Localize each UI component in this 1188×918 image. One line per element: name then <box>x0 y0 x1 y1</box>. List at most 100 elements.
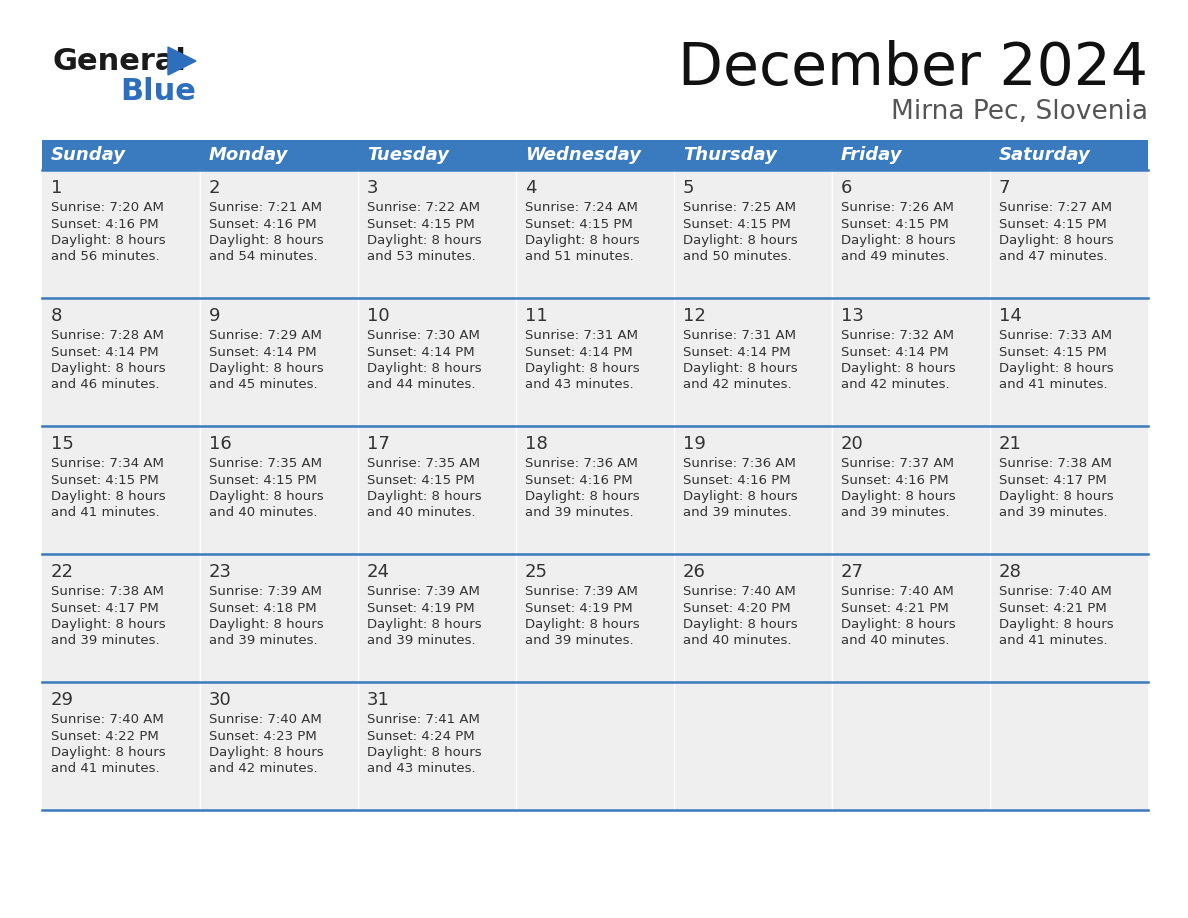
Text: Sunrise: 7:28 AM: Sunrise: 7:28 AM <box>51 329 164 342</box>
Text: Daylight: 8 hours: Daylight: 8 hours <box>367 490 481 503</box>
Bar <box>358 682 516 810</box>
Bar <box>200 426 358 554</box>
Text: Sunrise: 7:31 AM: Sunrise: 7:31 AM <box>525 329 638 342</box>
Bar <box>516 682 674 810</box>
Text: Thursday: Thursday <box>683 146 777 164</box>
Text: Sunset: 4:19 PM: Sunset: 4:19 PM <box>367 601 474 614</box>
Text: Daylight: 8 hours: Daylight: 8 hours <box>367 746 481 759</box>
Bar <box>200 170 358 298</box>
Bar <box>990 554 1148 682</box>
Text: Sunrise: 7:24 AM: Sunrise: 7:24 AM <box>525 201 638 214</box>
Text: Sunrise: 7:34 AM: Sunrise: 7:34 AM <box>51 457 164 470</box>
Text: 7: 7 <box>999 179 1010 197</box>
Text: Sunrise: 7:26 AM: Sunrise: 7:26 AM <box>841 201 954 214</box>
Text: Daylight: 8 hours: Daylight: 8 hours <box>209 234 323 247</box>
Text: and 40 minutes.: and 40 minutes. <box>841 634 949 647</box>
Text: Daylight: 8 hours: Daylight: 8 hours <box>209 362 323 375</box>
Text: Daylight: 8 hours: Daylight: 8 hours <box>999 490 1113 503</box>
Bar <box>200 554 358 682</box>
Text: and 39 minutes.: and 39 minutes. <box>51 634 159 647</box>
Text: Daylight: 8 hours: Daylight: 8 hours <box>51 618 165 631</box>
Text: 31: 31 <box>367 691 390 709</box>
Text: Sunrise: 7:25 AM: Sunrise: 7:25 AM <box>683 201 796 214</box>
Text: Sunrise: 7:39 AM: Sunrise: 7:39 AM <box>367 585 480 598</box>
Bar <box>674 298 832 426</box>
Text: Sunset: 4:24 PM: Sunset: 4:24 PM <box>367 730 474 743</box>
Text: Sunset: 4:17 PM: Sunset: 4:17 PM <box>51 601 158 614</box>
Text: Sunrise: 7:22 AM: Sunrise: 7:22 AM <box>367 201 480 214</box>
Text: General: General <box>52 48 185 76</box>
Text: Sunrise: 7:32 AM: Sunrise: 7:32 AM <box>841 329 954 342</box>
Text: 13: 13 <box>841 307 864 325</box>
Bar <box>200 140 358 170</box>
Bar <box>990 140 1148 170</box>
Text: and 41 minutes.: and 41 minutes. <box>999 378 1107 391</box>
Text: Daylight: 8 hours: Daylight: 8 hours <box>999 362 1113 375</box>
Text: Daylight: 8 hours: Daylight: 8 hours <box>525 234 639 247</box>
Bar <box>42 170 200 298</box>
Text: 28: 28 <box>999 563 1022 581</box>
Text: and 39 minutes.: and 39 minutes. <box>683 507 791 520</box>
Text: 21: 21 <box>999 435 1022 453</box>
Text: Sunset: 4:15 PM: Sunset: 4:15 PM <box>999 345 1106 359</box>
Text: Sunrise: 7:40 AM: Sunrise: 7:40 AM <box>51 713 164 726</box>
Bar <box>358 554 516 682</box>
Text: Sunset: 4:15 PM: Sunset: 4:15 PM <box>683 218 790 230</box>
Text: and 54 minutes.: and 54 minutes. <box>209 251 317 263</box>
Text: Sunrise: 7:41 AM: Sunrise: 7:41 AM <box>367 713 480 726</box>
Text: 17: 17 <box>367 435 390 453</box>
Text: and 49 minutes.: and 49 minutes. <box>841 251 949 263</box>
Bar <box>832 426 990 554</box>
Text: Daylight: 8 hours: Daylight: 8 hours <box>841 362 955 375</box>
Polygon shape <box>168 47 196 75</box>
Text: Daylight: 8 hours: Daylight: 8 hours <box>367 362 481 375</box>
Text: 12: 12 <box>683 307 706 325</box>
Bar <box>674 170 832 298</box>
Text: Sunset: 4:23 PM: Sunset: 4:23 PM <box>209 730 316 743</box>
Text: Friday: Friday <box>841 146 902 164</box>
Text: Sunset: 4:21 PM: Sunset: 4:21 PM <box>841 601 948 614</box>
Bar <box>516 170 674 298</box>
Text: Daylight: 8 hours: Daylight: 8 hours <box>209 490 323 503</box>
Text: Daylight: 8 hours: Daylight: 8 hours <box>51 234 165 247</box>
Text: Daylight: 8 hours: Daylight: 8 hours <box>51 746 165 759</box>
Text: Daylight: 8 hours: Daylight: 8 hours <box>841 234 955 247</box>
Text: Sunrise: 7:37 AM: Sunrise: 7:37 AM <box>841 457 954 470</box>
Text: Wednesday: Wednesday <box>525 146 640 164</box>
Text: Sunset: 4:15 PM: Sunset: 4:15 PM <box>367 218 474 230</box>
Bar <box>358 170 516 298</box>
Text: 24: 24 <box>367 563 390 581</box>
Text: and 50 minutes.: and 50 minutes. <box>683 251 791 263</box>
Bar <box>358 140 516 170</box>
Bar <box>42 298 200 426</box>
Text: Daylight: 8 hours: Daylight: 8 hours <box>683 234 797 247</box>
Text: Sunrise: 7:36 AM: Sunrise: 7:36 AM <box>683 457 796 470</box>
Bar <box>674 426 832 554</box>
Bar <box>990 682 1148 810</box>
Bar <box>990 426 1148 554</box>
Text: and 41 minutes.: and 41 minutes. <box>51 507 159 520</box>
Text: 16: 16 <box>209 435 232 453</box>
Text: Monday: Monday <box>209 146 287 164</box>
Text: Sunset: 4:15 PM: Sunset: 4:15 PM <box>209 474 316 487</box>
Text: and 43 minutes.: and 43 minutes. <box>367 763 475 776</box>
Text: Sunrise: 7:38 AM: Sunrise: 7:38 AM <box>51 585 164 598</box>
Text: and 45 minutes.: and 45 minutes. <box>209 378 317 391</box>
Text: Sunrise: 7:35 AM: Sunrise: 7:35 AM <box>209 457 322 470</box>
Bar <box>674 140 832 170</box>
Bar <box>200 298 358 426</box>
Text: Saturday: Saturday <box>999 146 1091 164</box>
Text: Sunrise: 7:35 AM: Sunrise: 7:35 AM <box>367 457 480 470</box>
Text: Sunrise: 7:30 AM: Sunrise: 7:30 AM <box>367 329 480 342</box>
Text: Daylight: 8 hours: Daylight: 8 hours <box>525 490 639 503</box>
Bar <box>516 298 674 426</box>
Bar <box>42 426 200 554</box>
Text: Sunset: 4:15 PM: Sunset: 4:15 PM <box>841 218 948 230</box>
Text: Sunset: 4:16 PM: Sunset: 4:16 PM <box>209 218 316 230</box>
Text: Sunset: 4:21 PM: Sunset: 4:21 PM <box>999 601 1106 614</box>
Text: Sunset: 4:18 PM: Sunset: 4:18 PM <box>209 601 316 614</box>
Text: 4: 4 <box>525 179 536 197</box>
Text: Daylight: 8 hours: Daylight: 8 hours <box>841 618 955 631</box>
Text: and 41 minutes.: and 41 minutes. <box>51 763 159 776</box>
Text: Sunrise: 7:38 AM: Sunrise: 7:38 AM <box>999 457 1112 470</box>
